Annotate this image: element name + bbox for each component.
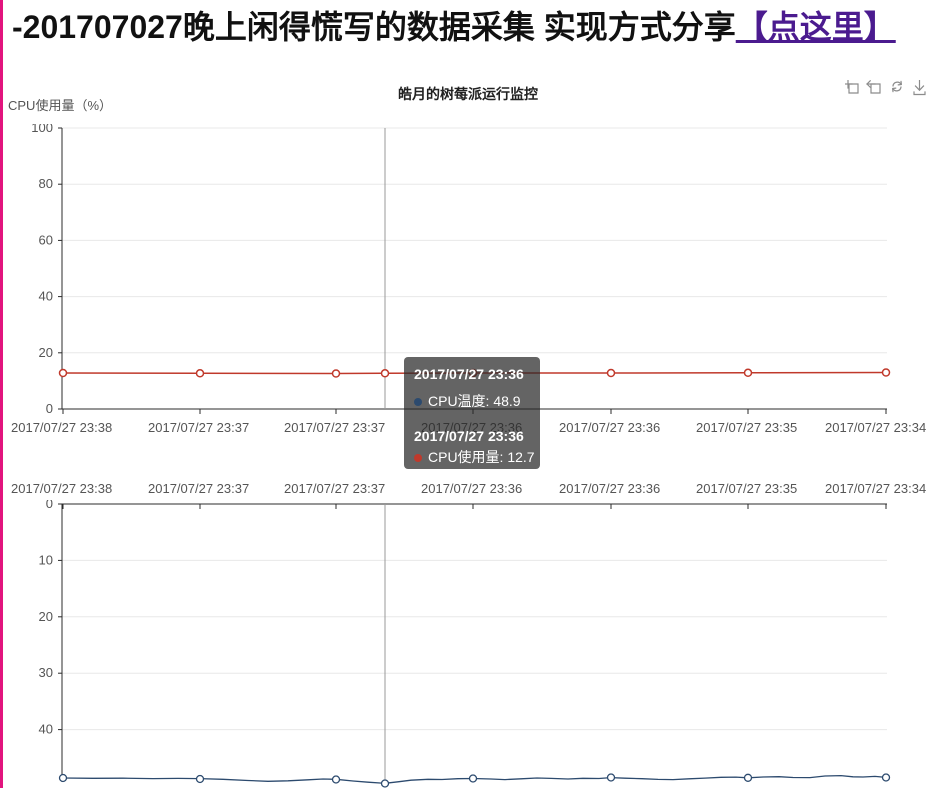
svg-text:100: 100 [31,124,53,135]
svg-text:0: 0 [46,500,53,511]
svg-text:0: 0 [46,401,53,416]
svg-text:30: 30 [39,665,53,680]
svg-text:20: 20 [39,345,53,360]
svg-text:40: 40 [39,722,53,737]
svg-text:60: 60 [39,232,53,247]
svg-text:40: 40 [39,289,53,304]
svg-text:10: 10 [39,552,53,567]
svg-text:80: 80 [39,176,53,191]
svg-text:20: 20 [39,609,53,624]
